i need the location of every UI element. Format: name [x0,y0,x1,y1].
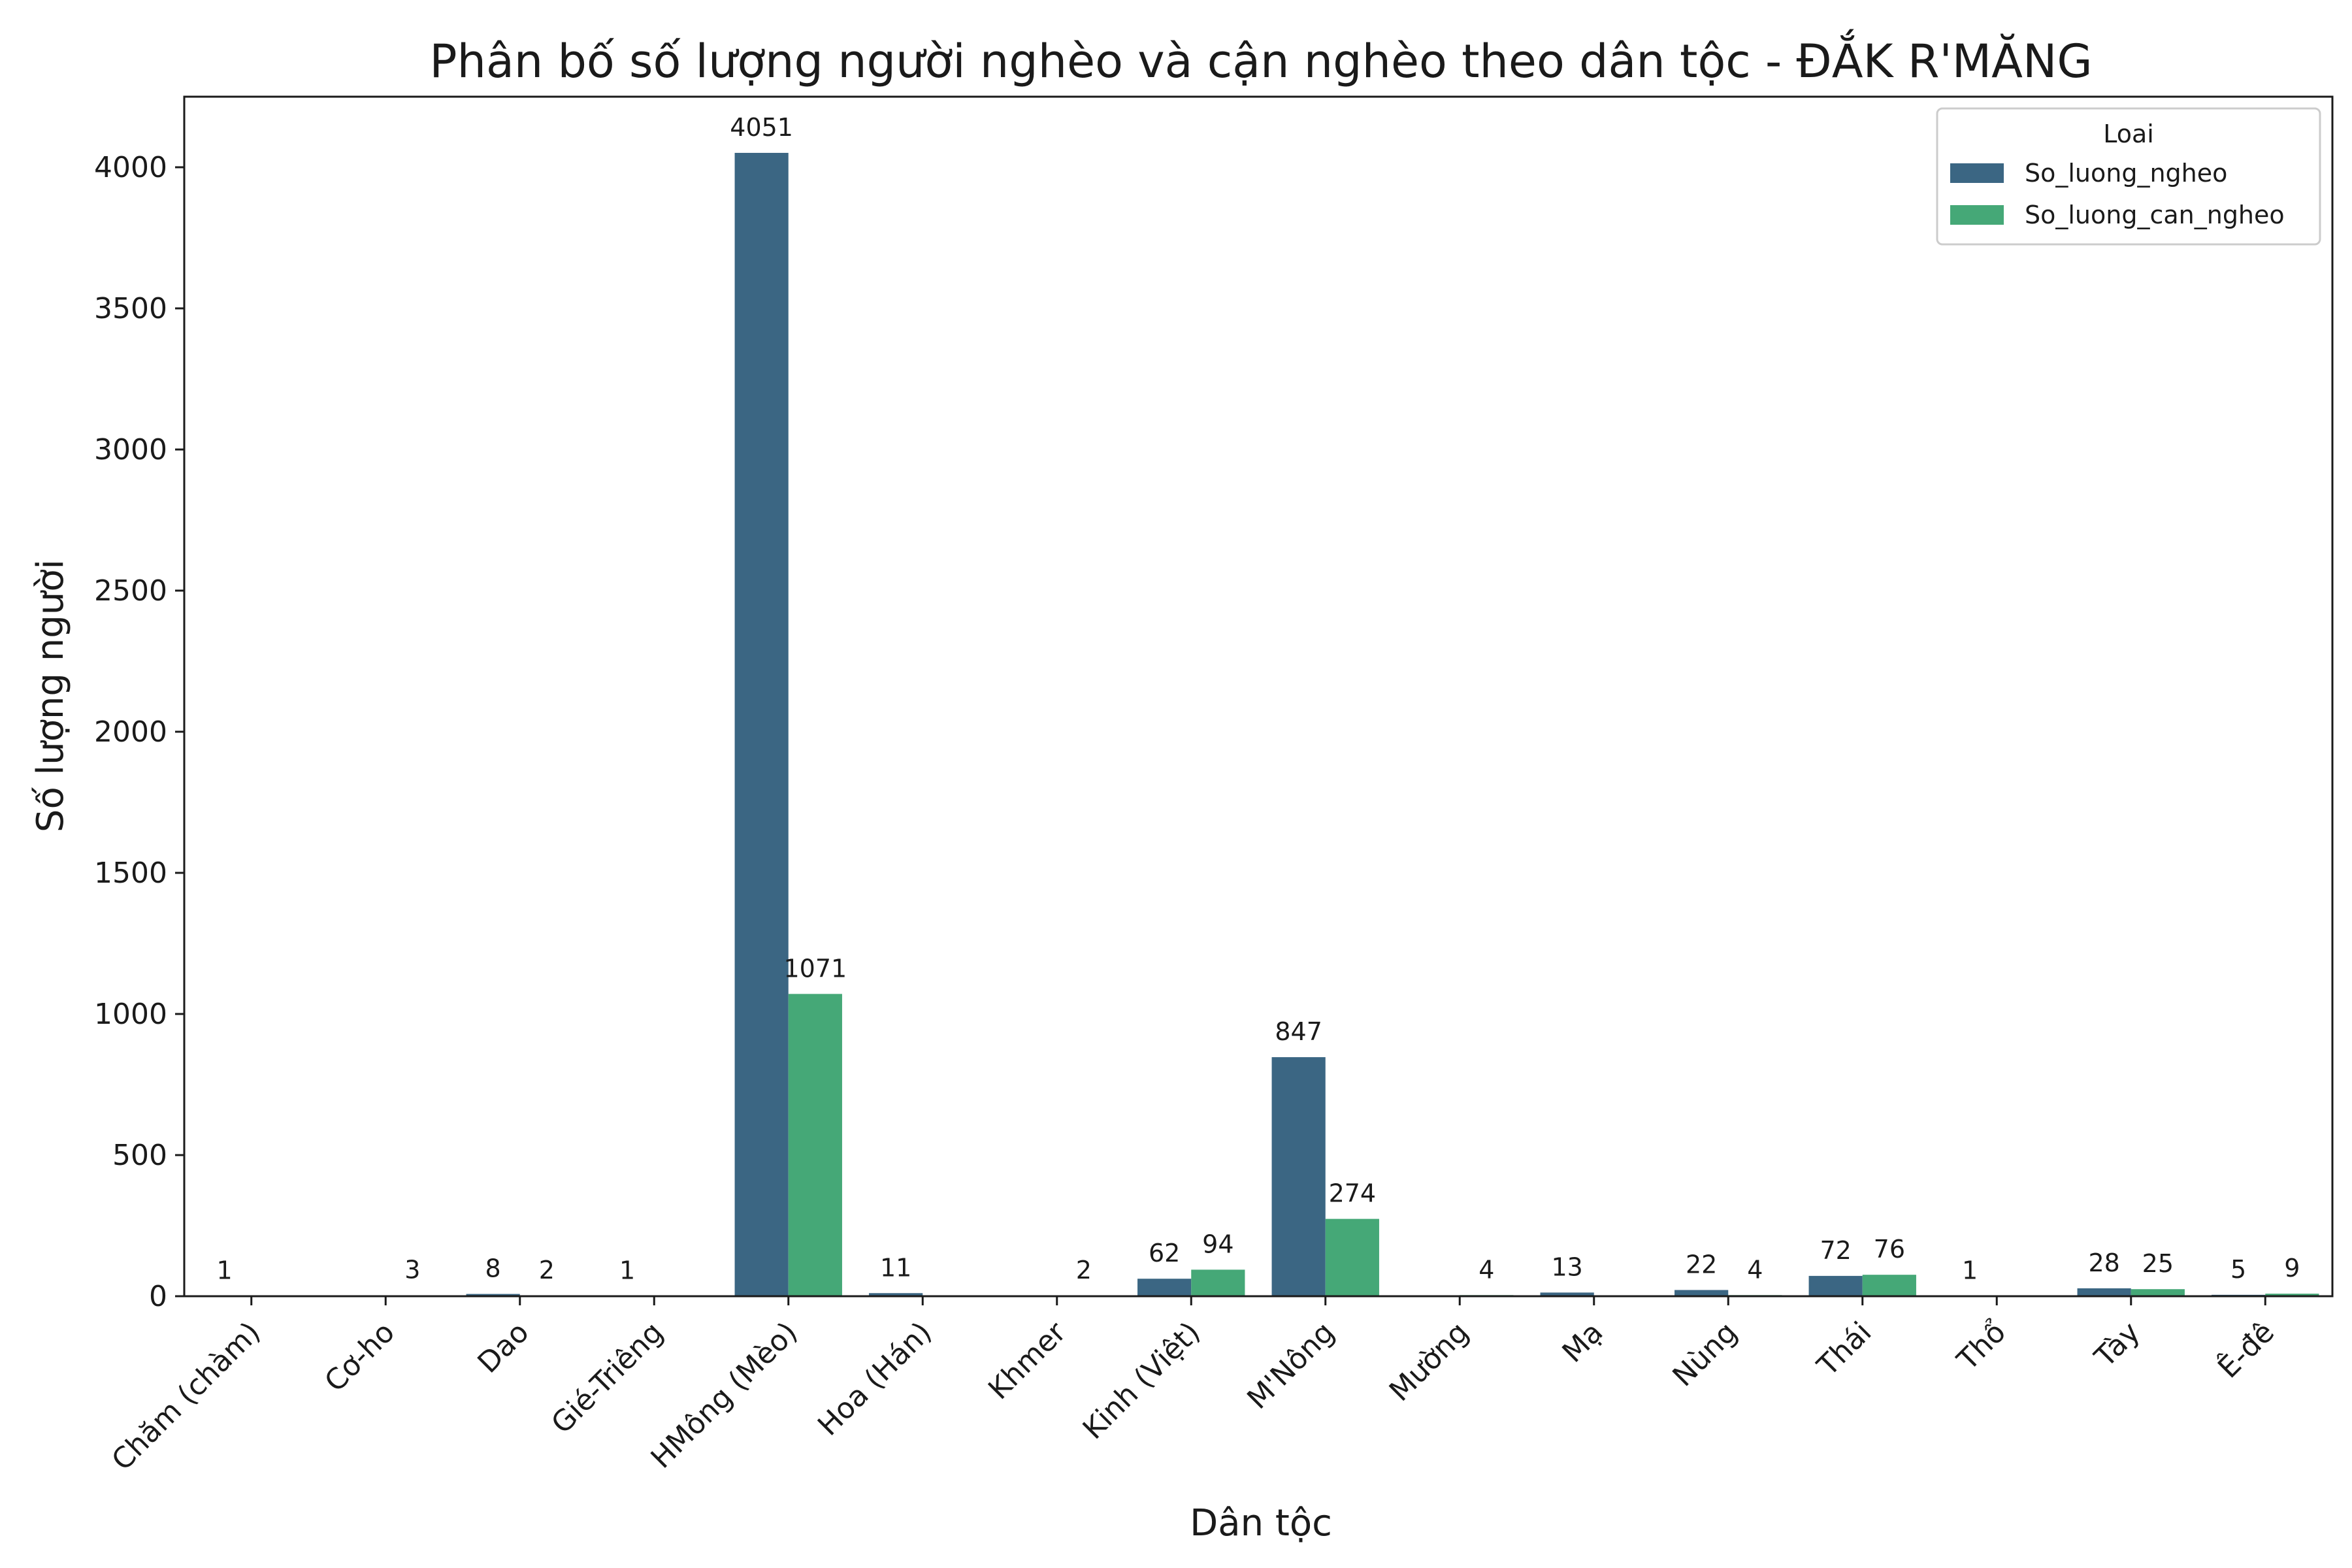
x-tick-label: Nùng [1666,1316,1744,1394]
x-axis-label: Dân tộc [1190,1502,1332,1544]
legend-swatch [1950,205,2004,225]
bar-ngheo [869,1293,923,1296]
bar-value-label: 94 [1202,1230,1233,1258]
bar-value-label: 62 [1149,1239,1180,1267]
y-tick-label: 0 [149,1280,167,1313]
bar-value-label: 274 [1329,1179,1377,1208]
bar-value-label: 1 [1962,1256,1978,1285]
bar-value-label: 72 [1820,1236,1851,1265]
bar-ngheo [1674,1290,1729,1296]
bar-value-label: 1 [619,1256,635,1285]
bar-ngheo [1540,1292,1594,1296]
x-tick-label: Thổ [1950,1316,2012,1378]
y-axis-label: Số lượng người [29,559,72,832]
legend-entry: So_luong_can_ngheo [2025,201,2285,229]
x-tick-label: Thái [1810,1316,1878,1383]
chart-title: Phân bố số lượng người nghèo và cận nghè… [429,29,2092,88]
y-tick-label: 3500 [94,292,167,325]
x-tick-label: Ê-đê [2211,1315,2281,1384]
x-tick-label: Mường [1383,1316,1475,1408]
x-tick-label: Dao [471,1316,535,1380]
bar-value-label: 28 [2088,1249,2119,1277]
bar-ngheo [1137,1279,1192,1296]
x-tick-label: Cơ-ho [318,1316,401,1399]
bar-value-label: 8 [485,1254,501,1283]
y-tick-label: 3000 [94,433,167,466]
bar-can-ngheo [2265,1294,2319,1296]
bar-can-ngheo [1325,1218,1379,1296]
plot-frame [183,95,2334,1298]
x-tick-label: M'Nông [1241,1316,1341,1416]
x-tick-label: Hoa (Hán) [811,1316,938,1443]
y-tick-label: 500 [112,1139,167,1172]
bar-ngheo [2077,1288,2131,1296]
bar-can-ngheo [1191,1269,1245,1296]
y-tick-label: 1000 [94,998,167,1031]
bar-value-label: 4051 [730,113,793,142]
x-tick-label: Tày [2088,1316,2147,1375]
y-tick-label: 2000 [94,715,167,749]
x-tick-label: Mạ [1556,1316,1610,1369]
bar-value-label: 3 [404,1256,420,1284]
x-tick-label: Gié-Triêng [545,1316,670,1441]
bar-can-ngheo [788,994,842,1296]
legend-title: Loai [2103,120,2154,148]
legend-entry: So_luong_ngheo [2025,159,2227,188]
bar-value-label: 13 [1551,1252,1582,1281]
bar-value-label: 11 [880,1253,911,1282]
bar-value-label: 4 [1478,1255,1494,1284]
bar-value-label: 9 [2284,1254,2300,1282]
legend-box [1936,107,2321,246]
x-tick-label: Chăm (chàm) [105,1316,267,1477]
bar-ngheo [1271,1057,1326,1296]
x-tick-label: Kinh (Việt) [1077,1316,1207,1446]
bar-ngheo [1808,1275,1863,1296]
bar-value-label: 2 [1076,1256,1092,1284]
bar-value-label: 1 [217,1256,233,1285]
y-tick-label: 2500 [94,574,167,608]
y-tick-label: 4000 [94,151,167,184]
bar-value-label: 2 [539,1256,555,1284]
bar-value-label: 847 [1275,1017,1322,1046]
bar-value-label: 76 [1874,1235,1905,1264]
bar-ngheo [466,1294,520,1296]
bar-value-label: 1071 [783,954,847,983]
legend: Loai So_luong_ngheo So_luong_can_ngheo [1936,107,2321,246]
y-tick-label: 1500 [94,857,167,890]
bar-value-label: 22 [1686,1250,1717,1279]
bar-value-label: 5 [2230,1255,2246,1284]
x-tick-label: Khmer [982,1315,1073,1406]
bar-can-ngheo [2131,1289,2185,1296]
bar-ngheo [734,152,789,1297]
legend-swatch [1950,163,2004,183]
bar-value-label: 4 [1747,1255,1763,1284]
bar-value-label: 25 [2142,1249,2174,1278]
bar-can-ngheo [1862,1275,1916,1296]
